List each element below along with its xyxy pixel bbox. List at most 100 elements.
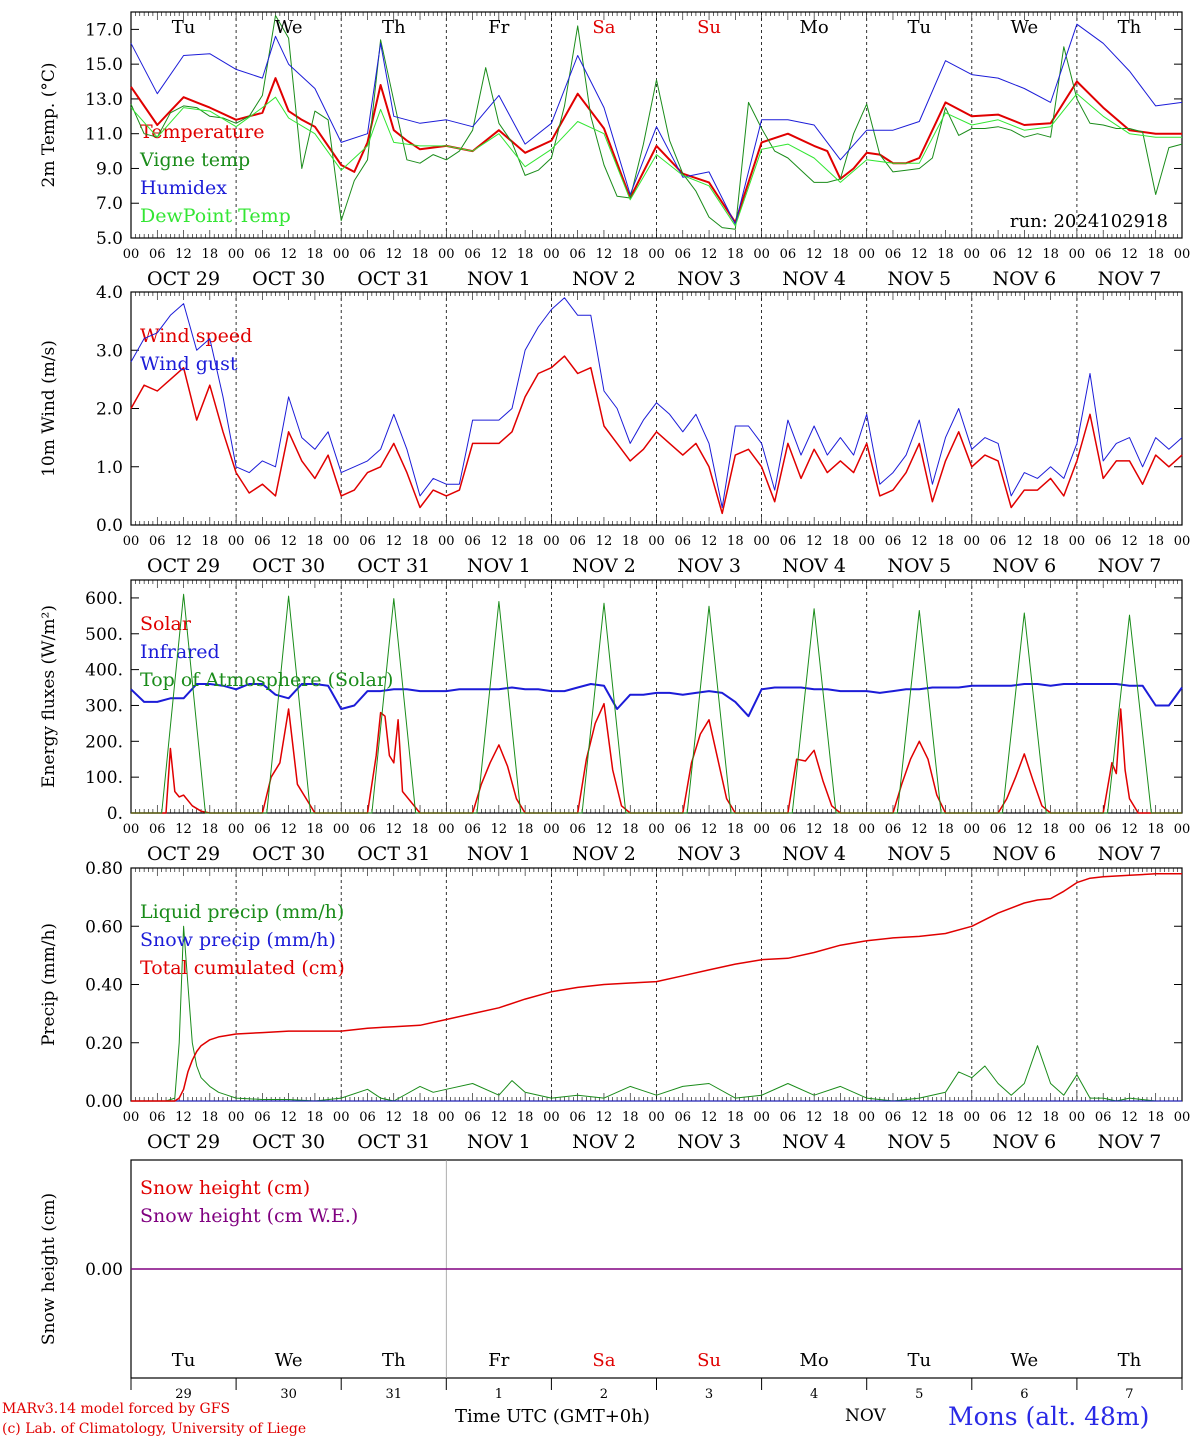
date-label: OCT 30 — [252, 555, 325, 577]
y-tick-label: 7.0 — [96, 194, 123, 214]
hour-label: 00 — [228, 1110, 245, 1125]
hour-label: 18 — [832, 534, 849, 549]
hour-label: 12 — [280, 822, 297, 837]
hour-label: 00 — [964, 534, 981, 549]
hour-label: 18 — [517, 822, 534, 837]
date-label: NOV 1 — [467, 555, 531, 577]
hour-label: 00 — [1174, 534, 1191, 549]
hour-label: 06 — [569, 534, 586, 549]
hour-label: 12 — [1016, 247, 1033, 262]
y-tick-label: 17.0 — [85, 20, 123, 40]
hour-label: 18 — [1042, 534, 1059, 549]
hour-label: 00 — [648, 534, 665, 549]
y-tick-label: 5.0 — [96, 229, 123, 249]
hour-label: 18 — [202, 1110, 219, 1125]
hour-label: 18 — [1042, 822, 1059, 837]
day-label: We — [1011, 17, 1039, 38]
hour-label: 06 — [254, 822, 271, 837]
hour-label: 12 — [385, 1110, 402, 1125]
hour-label: 00 — [438, 1110, 455, 1125]
day-label: Mo — [800, 1350, 829, 1371]
date-label: NOV 4 — [782, 1131, 846, 1153]
hour-label: 00 — [753, 247, 770, 262]
hour-label: 06 — [359, 1110, 376, 1125]
hour-label: 06 — [780, 534, 797, 549]
y-tick-label: 15.0 — [85, 55, 123, 75]
y-tick-label: 500. — [85, 625, 123, 645]
day-number: 4 — [810, 1387, 818, 1402]
station-name: Mons (alt. 48m) — [948, 1402, 1150, 1431]
hour-label: 18 — [202, 822, 219, 837]
day-label: Su — [697, 1350, 721, 1371]
y-axis-label: 10m Wind (m/s) — [39, 340, 59, 477]
date-label: OCT 31 — [357, 1131, 430, 1153]
month-label: NOV — [845, 1406, 886, 1426]
y-tick-label: 300. — [85, 696, 123, 716]
hour-label: 06 — [464, 534, 481, 549]
date-label: OCT 31 — [357, 843, 430, 865]
hour-label: 06 — [780, 1110, 797, 1125]
hour-label: 12 — [911, 822, 928, 837]
series-line-blue — [130, 297, 1183, 508]
hour-label: 12 — [701, 822, 718, 837]
hour-label: 12 — [596, 1110, 613, 1125]
date-label: OCT 31 — [357, 555, 430, 577]
date-label: NOV 6 — [992, 555, 1056, 577]
hour-label: 00 — [543, 534, 560, 549]
hour-label: 06 — [1095, 247, 1112, 262]
hour-label: 18 — [622, 1110, 639, 1125]
series-line-red — [130, 355, 1183, 515]
y-tick-label: 1.0 — [96, 458, 123, 478]
panel-1: 5.0 7.0 9.0 11.0 13.0 15.0 17.0 2m Temp. (°C) Te… — [39, 11, 1190, 290]
hour-label: 00 — [543, 247, 560, 262]
hour-label: 00 — [648, 822, 665, 837]
hour-label: 12 — [385, 822, 402, 837]
hour-label: 00 — [123, 534, 140, 549]
hour-label: 00 — [858, 822, 875, 837]
day-label: Mo — [800, 17, 829, 38]
hour-label: 12 — [596, 534, 613, 549]
hour-label: 00 — [333, 1110, 350, 1125]
date-label: NOV 7 — [1098, 555, 1162, 577]
hour-label: 18 — [727, 534, 744, 549]
hour-label: 06 — [464, 1110, 481, 1125]
y-axis-label: 2m Temp. (°C) — [39, 62, 59, 187]
day-label: Sa — [592, 17, 615, 38]
hour-label: 18 — [832, 247, 849, 262]
hour-label: 12 — [385, 534, 402, 549]
date-label: NOV 5 — [887, 1131, 951, 1153]
day-label: Th — [382, 17, 406, 38]
day-number: 6 — [1020, 1387, 1028, 1402]
hour-label: 18 — [412, 1110, 429, 1125]
hour-label: 00 — [858, 247, 875, 262]
hour-label: 12 — [280, 247, 297, 262]
hour-label: 00 — [543, 822, 560, 837]
day-number: 1 — [495, 1387, 503, 1402]
hour-label: 18 — [1147, 534, 1164, 549]
lab-credit: (c) Lab. of Climatology, University of L… — [2, 1421, 307, 1437]
hour-label: 12 — [1121, 822, 1138, 837]
day-label: Th — [1118, 17, 1142, 38]
hour-label: 06 — [569, 1110, 586, 1125]
date-label: NOV 4 — [782, 268, 846, 290]
y-tick-label: 9.0 — [96, 159, 123, 179]
hour-label: 06 — [780, 822, 797, 837]
hour-label: 00 — [438, 822, 455, 837]
hour-label: 12 — [491, 247, 508, 262]
legend-entry: Humidex — [140, 177, 227, 199]
day-number: 30 — [280, 1387, 297, 1402]
day-number: 29 — [175, 1387, 192, 1402]
hour-label: 18 — [832, 822, 849, 837]
date-label: NOV 6 — [992, 1131, 1056, 1153]
day-number: 2 — [600, 1387, 608, 1402]
hour-label: 06 — [149, 247, 166, 262]
hour-label: 18 — [202, 534, 219, 549]
panel-3: 0. 100. 200. 300. 400. 500. 600. Energy fluxes … — [39, 579, 1190, 865]
hour-label: 12 — [491, 534, 508, 549]
hour-label: 00 — [1069, 1110, 1086, 1125]
date-label: NOV 3 — [677, 555, 741, 577]
hour-label: 12 — [596, 247, 613, 262]
y-tick-label: 0.00 — [85, 1092, 123, 1112]
legend-entry: Vigne temp — [139, 149, 250, 171]
